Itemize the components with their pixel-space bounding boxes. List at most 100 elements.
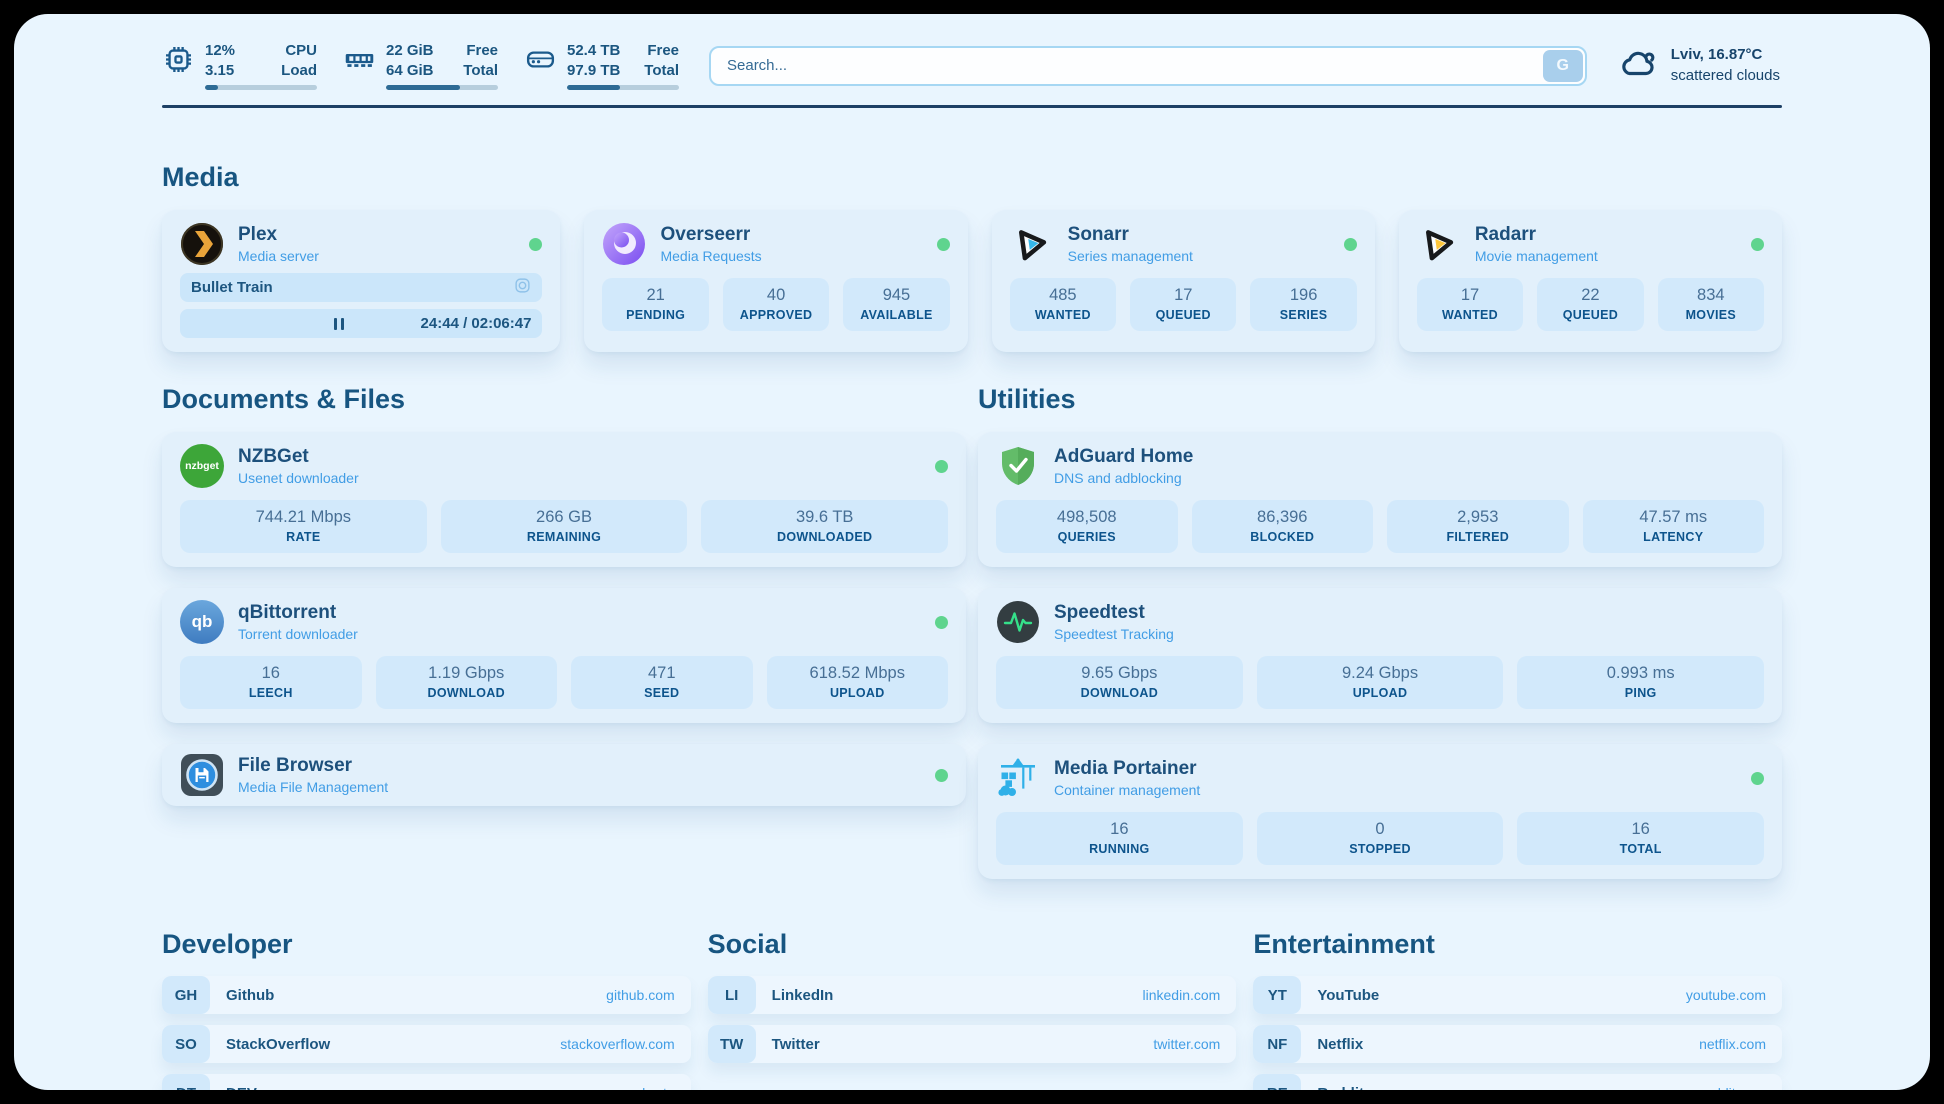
- search-input[interactable]: [709, 45, 1587, 86]
- bookmark-name: LinkedIn: [771, 986, 834, 1004]
- bookmark-name: Twitter: [771, 1035, 820, 1053]
- bookmark-dev[interactable]: DT DEV dev.to: [162, 1074, 691, 1090]
- weather-location-temp: Lviv, 16.87°C: [1670, 46, 1763, 64]
- service-subtitle: DNS and adblocking: [1054, 470, 1182, 486]
- ram-icon: [343, 43, 376, 81]
- stat-value: 618.52 Mbps: [809, 664, 905, 682]
- header: 12% 3.15 CPU Load: [162, 14, 1782, 90]
- bookmark-name: Netflix: [1317, 1035, 1364, 1053]
- online-status-dot: [1343, 237, 1357, 251]
- stat-value: 40: [766, 286, 786, 304]
- playback-time: 24:44 / 02:06:47: [420, 315, 532, 332]
- ram-total-label: Total: [463, 61, 498, 79]
- bookmark-youtube[interactable]: YT YouTube youtube.com: [1253, 976, 1782, 1014]
- stat-label: RATE: [286, 530, 321, 544]
- stat-downloaded: 39.6 TB DOWNLOADED: [701, 500, 949, 553]
- service-title: AdGuard Home: [1054, 446, 1194, 467]
- stat-value: 21: [646, 286, 665, 304]
- stat-value: 471: [647, 664, 676, 682]
- stat-label: QUEUED: [1562, 308, 1619, 322]
- bookmark-abbr: GH: [162, 976, 210, 1014]
- search-bar: G: [709, 45, 1587, 86]
- stat-upload: 618.52 Mbps UPLOAD: [766, 656, 948, 709]
- cpu-usage-value: 12%: [205, 42, 236, 59]
- stat-label: MOVIES: [1685, 308, 1737, 322]
- stat-wanted: 485 WANTED: [1009, 278, 1117, 331]
- stat-label: WANTED: [1442, 308, 1498, 322]
- pause-icon: [333, 317, 345, 330]
- service-card-radarr[interactable]: Radarr Movie management 17 WANTED 22 QUE…: [1398, 210, 1782, 352]
- service-card-sonarr[interactable]: Sonarr Series management 485 WANTED 17 Q…: [991, 210, 1375, 352]
- stat-label: STOPPED: [1349, 842, 1411, 856]
- stat-pending: 21 PENDING: [602, 278, 709, 331]
- service-title: qBittorrent: [238, 602, 337, 623]
- stat-label: DOWNLOAD: [427, 686, 505, 700]
- search-engine-button[interactable]: G: [1542, 49, 1583, 82]
- stat-upload: 9.24 Gbps UPLOAD: [1256, 656, 1504, 709]
- stat-queued: 17 QUEUED: [1130, 278, 1237, 331]
- stat-label: RUNNING: [1089, 842, 1150, 856]
- service-card-nzbget[interactable]: nzbget NZBGet Usenet downloader 744.21 M…: [162, 432, 966, 567]
- stat-value: 1.19 Gbps: [428, 664, 505, 682]
- ram-total-value: 64 GiB: [386, 61, 434, 79]
- stat-value: 9.24 Gbps: [1341, 664, 1419, 682]
- stat-filtered: 2,953 FILTERED: [1387, 500, 1569, 553]
- stat-label: WANTED: [1034, 308, 1091, 322]
- service-subtitle: Media Requests: [660, 248, 762, 264]
- dashboard-panel: 12% 3.15 CPU Load: [14, 14, 1930, 1090]
- documents-column: Documents & Files nzbget NZBGet Usenet d…: [162, 384, 966, 879]
- disk-free-label: Free: [647, 42, 679, 59]
- stat-label: SEED: [644, 686, 680, 700]
- stat-label: LATENCY: [1643, 530, 1704, 544]
- disk-progress-bar: [567, 85, 679, 90]
- stat-value: 744.21 Mbps: [255, 508, 352, 526]
- stat-value: 86,396: [1257, 508, 1308, 526]
- stat-series: 196 SERIES: [1250, 278, 1357, 331]
- bookmark-abbr: SO: [162, 1025, 210, 1063]
- service-title: Speedtest: [1054, 602, 1145, 623]
- bookmark-url: dev.to: [638, 1085, 675, 1090]
- service-card-portainer[interactable]: Media Portainer Container management 16 …: [978, 744, 1782, 879]
- stat-value: 196: [1289, 286, 1318, 304]
- stat-value: 9.65 Gbps: [1081, 664, 1158, 682]
- ram-progress-fill: [386, 85, 460, 90]
- bookmark-group-social: Social LI LinkedIn linkedin.com TW Twitt…: [707, 929, 1237, 1090]
- service-card-adguard[interactable]: AdGuard Home DNS and adblocking 498,508 …: [978, 432, 1782, 567]
- session-icon: [514, 277, 531, 298]
- stat-value: 47.57 ms: [1639, 508, 1708, 526]
- radarr-icon: [1417, 222, 1461, 266]
- bookmark-twitter[interactable]: TW Twitter twitter.com: [707, 1025, 1237, 1063]
- stat-wanted: 17 WANTED: [1416, 278, 1524, 331]
- section-title-developer: Developer: [162, 929, 293, 959]
- bookmark-name: Github: [226, 986, 275, 1004]
- service-card-qbittorrent[interactable]: qb qBittorrent Torrent downloader 16 LEE…: [162, 588, 966, 723]
- service-subtitle: Speedtest Tracking: [1054, 626, 1174, 642]
- service-card-filebrowser[interactable]: File Browser Media File Management: [162, 744, 966, 806]
- stat-rate: 744.21 Mbps RATE: [180, 500, 427, 553]
- cpu-load-label: Load: [281, 61, 317, 79]
- stat-value: 0: [1375, 820, 1385, 838]
- cpu-load-value: 3.15: [205, 61, 235, 79]
- service-subtitle: Series management: [1067, 248, 1193, 264]
- stat-label: DOWNLOADED: [777, 530, 873, 544]
- stat-label: DOWNLOAD: [1080, 686, 1159, 700]
- service-subtitle: Media File Management: [238, 779, 389, 795]
- online-status-dot: [1751, 237, 1764, 251]
- service-card-speedtest[interactable]: Speedtest Speedtest Tracking 9.65 Gbps D…: [978, 588, 1782, 723]
- bookmark-github[interactable]: GH Github github.com: [162, 976, 691, 1014]
- now-playing-title: Bullet Train: [191, 279, 273, 296]
- bookmark-reddit[interactable]: RE Reddit reddit.com: [1253, 1074, 1782, 1090]
- bookmark-linkedin[interactable]: LI LinkedIn linkedin.com: [707, 976, 1237, 1014]
- bookmark-group-entertainment: Entertainment YT YouTube youtube.com NF …: [1253, 929, 1782, 1090]
- bookmark-url: linkedin.com: [1142, 987, 1221, 1003]
- cpu-widget: 12% 3.15 CPU Load: [162, 41, 317, 90]
- service-title: Sonarr: [1067, 224, 1129, 245]
- service-card-overseerr[interactable]: Overseerr Media Requests 21 PENDING 40 A…: [584, 210, 968, 352]
- stat-value: 2,953: [1457, 508, 1499, 526]
- bookmark-stackoverflow[interactable]: SO StackOverflow stackoverflow.com: [162, 1025, 691, 1063]
- bookmark-name: Reddit: [1317, 1085, 1364, 1091]
- bookmark-netflix[interactable]: NF Netflix netflix.com: [1253, 1025, 1782, 1063]
- service-card-plex[interactable]: Plex Media server Bullet Train 24:44 / 0…: [162, 210, 561, 352]
- filebrowser-icon: [180, 753, 224, 797]
- stat-value: 39.6 TB: [795, 508, 854, 526]
